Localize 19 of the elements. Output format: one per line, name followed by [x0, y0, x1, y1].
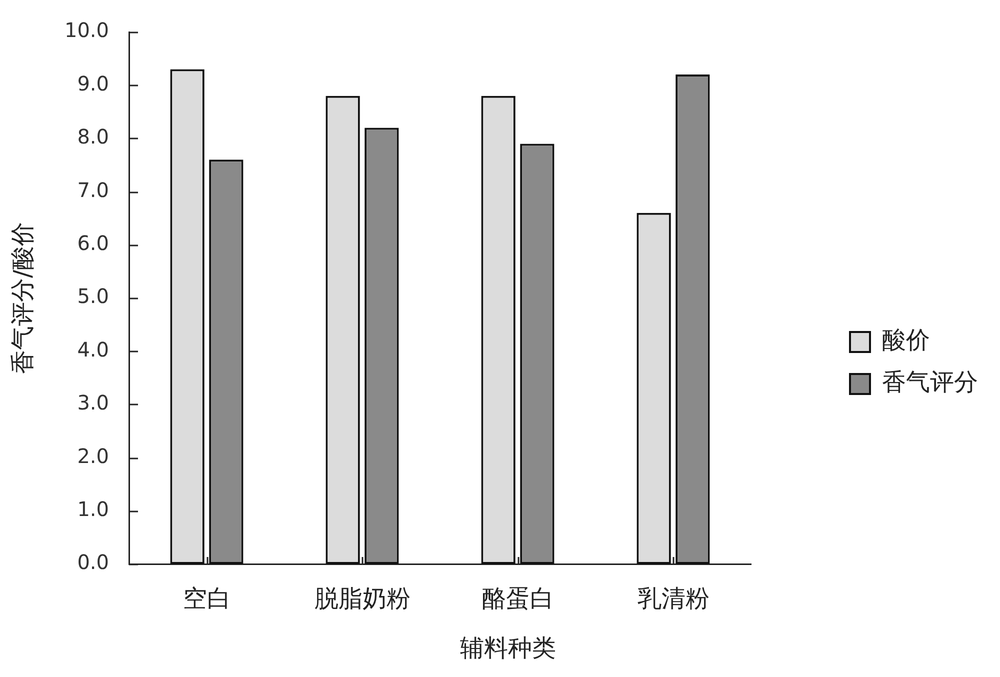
- x-tick-label: 空白: [182, 584, 231, 613]
- x-tick-label: 脱脂奶粉: [314, 584, 410, 613]
- y-tick-label: 4.0: [77, 337, 109, 362]
- x-tick-label: 酪蛋白: [482, 584, 554, 613]
- y-tick-label: 1.0: [77, 497, 109, 522]
- y-tick-label: 2.0: [77, 444, 109, 468]
- y-tick-label: 6.0: [77, 231, 109, 256]
- y-tick-label: 10.0: [64, 18, 109, 42]
- y-tick-label: 9.0: [77, 71, 109, 96]
- legend-label: 酸价: [882, 326, 930, 354]
- y-tick-label: 7.0: [77, 178, 109, 202]
- y-tick-label: 0.0: [77, 550, 109, 574]
- legend-label: 香气评分: [882, 368, 978, 396]
- x-axis-title: 辅料种类: [460, 634, 556, 662]
- y-tick-label: 8.0: [77, 124, 109, 149]
- y-tick-label: 3.0: [77, 390, 109, 415]
- y-axis-title: 香气评分/酸价: [8, 222, 37, 374]
- y-tick-label: 5.0: [77, 284, 109, 308]
- x-tick-label: 乳清粉: [637, 584, 710, 613]
